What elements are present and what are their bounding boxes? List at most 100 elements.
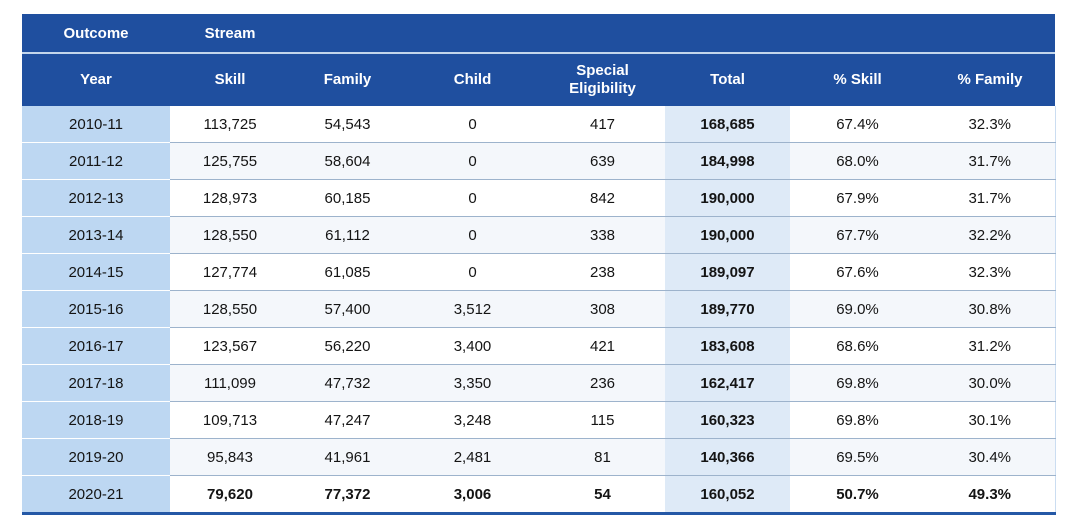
column-header-child: Child <box>405 53 540 106</box>
cell-family: 47,732 <box>290 364 405 402</box>
cell-child: 3,350 <box>405 364 540 402</box>
cell-skill: 123,567 <box>170 327 290 365</box>
cell-total: 183,608 <box>665 327 790 365</box>
cell-total: 162,417 <box>665 364 790 402</box>
cell-pct-family: 30.8% <box>925 290 1056 328</box>
table-row: 2019-20 95,843 41,961 2,481 81 140,366 6… <box>22 438 1056 476</box>
cell-child: 2,481 <box>405 438 540 476</box>
column-header-year: Year <box>22 53 170 106</box>
table-row: 2014-15 127,774 61,085 0 238 189,097 67.… <box>22 253 1056 291</box>
cell-special-eligibility: 417 <box>540 106 665 143</box>
cell-skill: 128,973 <box>170 179 290 217</box>
column-header-pct-skill: % Skill <box>790 53 925 106</box>
cell-family: 77,372 <box>290 475 405 514</box>
cell-child: 3,400 <box>405 327 540 365</box>
cell-special-eligibility: 842 <box>540 179 665 217</box>
group-header-row: Outcome Stream <box>22 14 1055 54</box>
cell-family: 41,961 <box>290 438 405 476</box>
cell-skill: 127,774 <box>170 253 290 291</box>
table-row: 2017-18 111,099 47,732 3,350 236 162,417… <box>22 364 1056 402</box>
row-year-label: 2018-19 <box>22 401 170 439</box>
cell-family: 54,543 <box>290 106 405 143</box>
row-year-label: 2020-21 <box>22 475 170 514</box>
cell-pct-skill: 68.6% <box>790 327 925 365</box>
cell-child: 0 <box>405 106 540 143</box>
cell-total: 140,366 <box>665 438 790 476</box>
cell-skill: 109,713 <box>170 401 290 439</box>
cell-special-eligibility: 308 <box>540 290 665 328</box>
cell-skill: 79,620 <box>170 475 290 514</box>
table-row: 2012-13 128,973 60,185 0 842 190,000 67.… <box>22 179 1056 217</box>
row-year-label: 2010-11 <box>22 106 170 143</box>
cell-family: 58,604 <box>290 142 405 180</box>
cell-pct-family: 30.1% <box>925 401 1056 439</box>
table-row: 2016-17 123,567 56,220 3,400 421 183,608… <box>22 327 1056 365</box>
group-header-spacer <box>290 14 1055 54</box>
row-year-label: 2019-20 <box>22 438 170 476</box>
cell-pct-family: 31.7% <box>925 142 1056 180</box>
cell-special-eligibility: 54 <box>540 475 665 514</box>
cell-total: 168,685 <box>665 106 790 143</box>
cell-pct-family: 31.7% <box>925 179 1056 217</box>
cell-total: 189,097 <box>665 253 790 291</box>
cell-pct-skill: 67.6% <box>790 253 925 291</box>
cell-total: 160,323 <box>665 401 790 439</box>
cell-special-eligibility: 115 <box>540 401 665 439</box>
cell-child: 0 <box>405 216 540 254</box>
cell-child: 3,006 <box>405 475 540 514</box>
cell-child: 3,248 <box>405 401 540 439</box>
row-year-label: 2011-12 <box>22 142 170 180</box>
column-header-total: Total <box>665 53 790 106</box>
cell-skill: 111,099 <box>170 364 290 402</box>
cell-pct-family: 30.0% <box>925 364 1056 402</box>
group-header-stream: Stream <box>170 14 290 54</box>
row-year-label: 2013-14 <box>22 216 170 254</box>
cell-family: 61,112 <box>290 216 405 254</box>
cell-child: 0 <box>405 179 540 217</box>
row-year-label: 2017-18 <box>22 364 170 402</box>
group-header-outcome: Outcome <box>22 14 170 54</box>
cell-pct-family: 49.3% <box>925 475 1056 514</box>
cell-family: 61,085 <box>290 253 405 291</box>
cell-skill: 128,550 <box>170 290 290 328</box>
cell-pct-family: 31.2% <box>925 327 1056 365</box>
table-row: 2010-11 113,725 54,543 0 417 168,685 67.… <box>22 106 1056 143</box>
cell-pct-family: 32.3% <box>925 106 1056 143</box>
table-row-latest-year: 2020-21 79,620 77,372 3,006 54 160,052 5… <box>22 475 1056 514</box>
cell-total: 160,052 <box>665 475 790 514</box>
row-year-label: 2016-17 <box>22 327 170 365</box>
cell-family: 47,247 <box>290 401 405 439</box>
cell-pct-skill: 69.8% <box>790 364 925 402</box>
cell-total: 189,770 <box>665 290 790 328</box>
column-header-row: Year Skill Family Child Special Eligibil… <box>22 53 1055 106</box>
cell-pct-skill: 68.0% <box>790 142 925 180</box>
cell-pct-skill: 69.0% <box>790 290 925 328</box>
cell-pct-skill: 67.9% <box>790 179 925 217</box>
row-year-label: 2012-13 <box>22 179 170 217</box>
cell-family: 60,185 <box>290 179 405 217</box>
cell-skill: 128,550 <box>170 216 290 254</box>
row-year-label: 2015-16 <box>22 290 170 328</box>
cell-child: 0 <box>405 253 540 291</box>
cell-skill: 95,843 <box>170 438 290 476</box>
cell-special-eligibility: 421 <box>540 327 665 365</box>
cell-pct-family: 30.4% <box>925 438 1056 476</box>
table-row: 2011-12 125,755 58,604 0 639 184,998 68.… <box>22 142 1056 180</box>
cell-special-eligibility: 338 <box>540 216 665 254</box>
cell-pct-skill: 67.7% <box>790 216 925 254</box>
cell-pct-skill: 69.5% <box>790 438 925 476</box>
cell-skill: 125,755 <box>170 142 290 180</box>
cell-special-eligibility: 639 <box>540 142 665 180</box>
cell-special-eligibility: 238 <box>540 253 665 291</box>
cell-family: 57,400 <box>290 290 405 328</box>
cell-child: 3,512 <box>405 290 540 328</box>
row-year-label: 2014-15 <box>22 253 170 291</box>
cell-pct-family: 32.3% <box>925 253 1056 291</box>
cell-child: 0 <box>405 142 540 180</box>
outcomes-table-container: Outcome Stream Year Skill Family Child S… <box>22 14 1056 515</box>
cell-skill: 113,725 <box>170 106 290 143</box>
cell-total: 190,000 <box>665 216 790 254</box>
cell-pct-skill: 67.4% <box>790 106 925 143</box>
table-row: 2013-14 128,550 61,112 0 338 190,000 67.… <box>22 216 1056 254</box>
